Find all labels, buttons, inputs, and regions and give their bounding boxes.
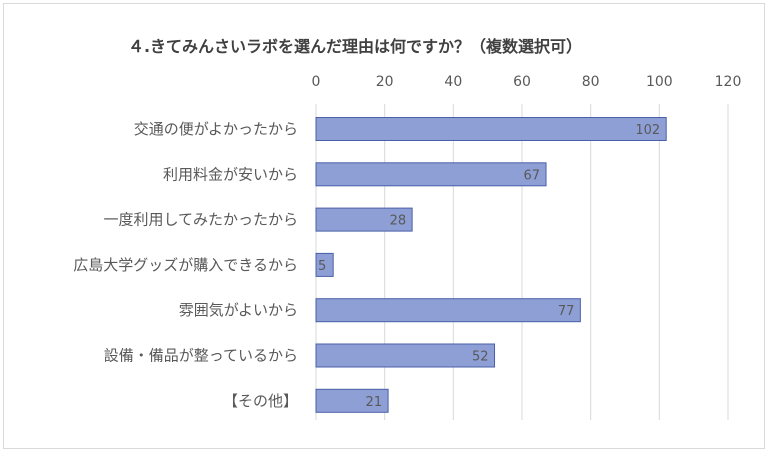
x-tick-label: 100 <box>646 74 673 90</box>
bar <box>315 117 667 141</box>
x-tick-label: 80 <box>582 74 600 90</box>
data-label: 21 <box>366 395 383 410</box>
category-label: 設備・備品が整っているから <box>104 347 298 365</box>
bar <box>315 252 334 277</box>
data-label: 52 <box>472 350 489 365</box>
data-label: 77 <box>558 304 575 319</box>
bar <box>315 388 389 413</box>
data-label: 5 <box>318 259 326 274</box>
data-label: 28 <box>390 214 407 229</box>
bar <box>315 207 413 232</box>
bar <box>315 298 581 323</box>
x-tick-label: 120 <box>715 74 742 90</box>
bar <box>315 162 547 187</box>
x-tick-label: 20 <box>376 74 394 90</box>
category-label: 広島大学グッズが購入できるから <box>73 256 298 274</box>
category-label: 交通の便がよかったから <box>134 120 298 138</box>
x-tick-label: 60 <box>513 74 531 90</box>
x-tick-label: 0 <box>312 74 321 90</box>
bar <box>315 343 496 368</box>
x-tick-label: 40 <box>444 74 462 90</box>
category-label: 利用料金が安いから <box>163 165 298 183</box>
data-label: 67 <box>523 168 540 183</box>
chart-title: ４.きてみんさいラボを選んだ理由は何ですか？（複数選択可） <box>127 37 583 56</box>
category-label: 雰囲気がよいから <box>179 301 298 319</box>
category-label: 一度利用してみたかったから <box>103 211 298 229</box>
category-label: 【その他】 <box>223 392 298 410</box>
data-label: 102 <box>635 123 660 138</box>
